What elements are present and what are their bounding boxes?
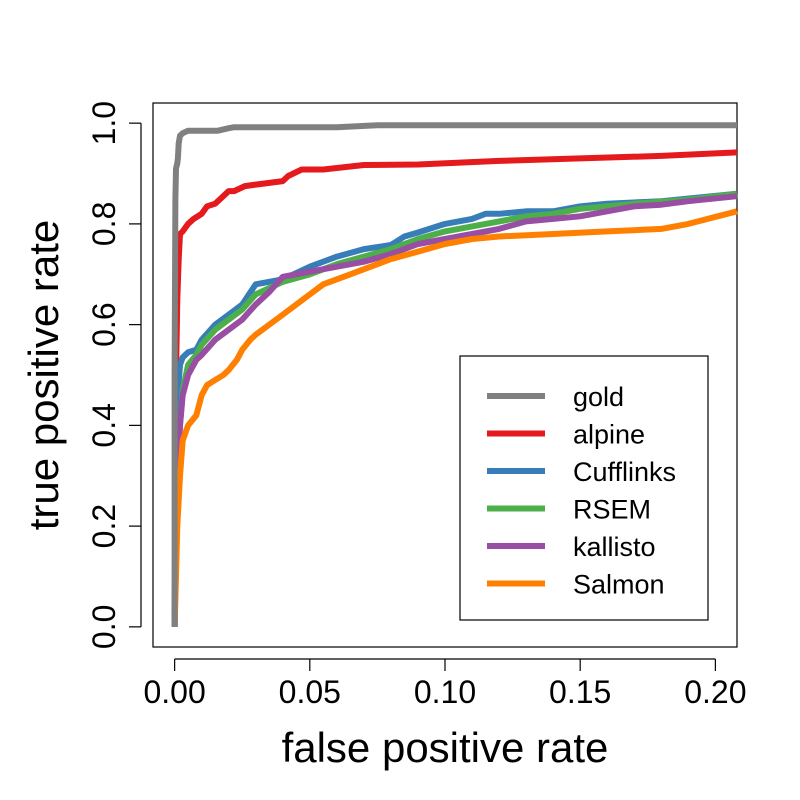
legend: gold alpine Cufflinks RSEM kallisto Salmon bbox=[459, 355, 709, 621]
x-tick-label: 0.15 bbox=[549, 674, 611, 710]
legend-label-rsem: RSEM bbox=[573, 495, 651, 525]
x-tick-label: 0.10 bbox=[414, 674, 476, 710]
y-tick-label: 0.4 bbox=[86, 403, 122, 447]
series-line-gold bbox=[171, 122, 737, 627]
y-tick-label: 1.0 bbox=[86, 101, 122, 145]
y-tick-label: 0.6 bbox=[86, 302, 122, 346]
legend-label-cufflinks: Cufflinks bbox=[573, 457, 676, 487]
y-tick-label: 0.8 bbox=[86, 202, 122, 246]
legend-label-gold: gold bbox=[573, 382, 624, 412]
y-tick-label: 0.0 bbox=[86, 605, 122, 649]
x-tick-label: 0.00 bbox=[143, 674, 205, 710]
legend-label-salmon: Salmon bbox=[573, 570, 665, 600]
series-line-cufflinks bbox=[171, 190, 738, 627]
axis-layer: 0.00 0.05 0.10 0.15 0.20 0.0 0.2 0.4 0.6 0.8 1.0 bbox=[86, 101, 747, 710]
y-axis-title: true positive rate bbox=[20, 220, 67, 531]
y-tick-label: 0.2 bbox=[86, 504, 122, 548]
legend-box bbox=[459, 355, 709, 621]
x-tick-label: 0.20 bbox=[684, 674, 746, 710]
legend-label-alpine: alpine bbox=[573, 420, 645, 450]
legend-label-kallisto: kallisto bbox=[573, 532, 656, 562]
series-line-alpine bbox=[171, 149, 738, 627]
x-axis-title: false positive rate bbox=[282, 724, 609, 771]
series-line-salmon bbox=[171, 208, 738, 627]
plot-frame bbox=[152, 102, 738, 648]
legend-items: gold alpine Cufflinks RSEM kallisto Salmon bbox=[487, 382, 676, 600]
x-tick-label: 0.05 bbox=[279, 674, 341, 710]
series-line-kallisto bbox=[171, 193, 738, 627]
series-layer bbox=[171, 122, 738, 627]
